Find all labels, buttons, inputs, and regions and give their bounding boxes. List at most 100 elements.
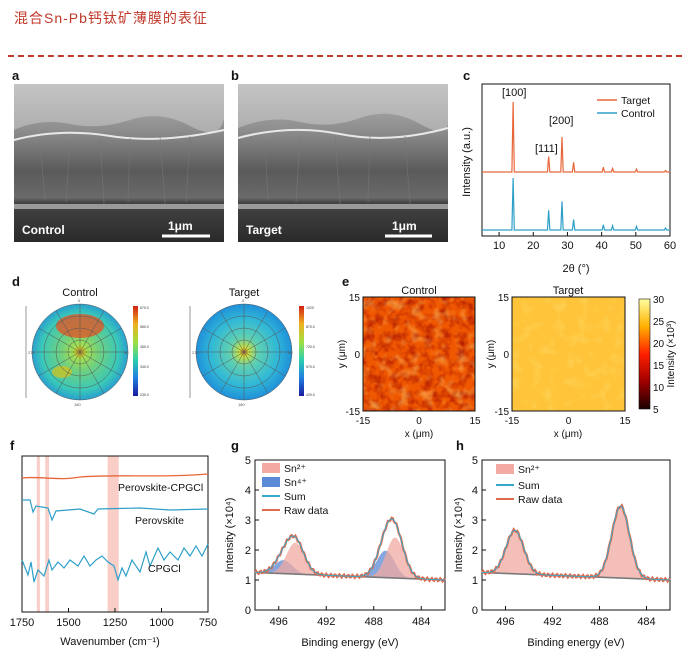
xps-xpsg-ytick-label-1: 1 (245, 575, 251, 587)
title-divider (8, 55, 682, 57)
xps-g-xlabel: Binding energy (eV) (301, 637, 398, 649)
xps-xpsh-xtick-label-0: 496 (496, 616, 514, 628)
map-control-ylabel: y (μm) (337, 340, 348, 369)
xrd-xlabel: 2θ (°) (562, 263, 589, 275)
panel-label-a: a (12, 68, 20, 83)
map-target-ytick-2: 15 (498, 293, 510, 304)
xps-h-legend-sn2: Sn²⁺ (518, 464, 540, 476)
xrd-line-target (482, 101, 670, 173)
pole-figure-target: 0 90 180 270 1020 870.0 720.0 570.0 420.0 (189, 298, 315, 407)
xps-xpsg-ytick-label-5: 5 (245, 455, 251, 467)
xrd-legend-control: Control (621, 108, 655, 120)
ftir-xtick-label-4: 750 (199, 617, 217, 629)
xps-chart-g: 496 492 488 484 0 1 2 3 4 5 Intensity (×10⁴) Bind… (224, 455, 446, 649)
svg-text:90: 90 (124, 350, 129, 355)
xps-h-ylabel: Intensity (×10⁴) (453, 498, 465, 573)
cbar-tick-1: 25 (653, 317, 665, 328)
xrd-xtick-label-0: 10 (493, 240, 505, 252)
page-title: 混合Sn-Pb钙钛矿薄膜的表征 (14, 10, 208, 26)
map-target-ytick-0: -15 (495, 407, 510, 418)
panel-label-h: h (456, 438, 464, 453)
pl-map-control (362, 296, 476, 412)
sem-image-target (237, 84, 449, 242)
xps-chart-h: 496 492 488 484 0 1 2 3 4 5 Intensity (×10⁴) Bind… (453, 455, 671, 649)
cbar-tick-5: 5 (653, 405, 659, 416)
sem-a-label: Control (22, 223, 65, 237)
xps-xpsh-sum-line (481, 505, 671, 581)
xps-h-xlabel: Binding energy (eV) (527, 637, 624, 649)
map-colorbar-label: Intensity (×10³) (666, 321, 677, 388)
sem-b-scale-text: 1μm (392, 219, 417, 233)
xrd-annot-200: [200] (549, 115, 573, 127)
cbar-tick-4: 10 (653, 383, 665, 394)
ftir-xtick-label-1: 1500 (56, 617, 80, 629)
xps-xpsg-ytick-label-4: 4 (245, 485, 251, 497)
map-control-ytick-2: 15 (349, 293, 361, 304)
map-target-xtick-2: 15 (619, 416, 631, 427)
svg-text:180: 180 (74, 402, 81, 407)
xps-xpsg-xtick-label-1: 492 (317, 616, 335, 628)
ftir-line-perovskite-cpgcl (21, 473, 209, 480)
xrd-xtick-label-1: 20 (527, 240, 539, 252)
ftir-label-cpgcl: CPGCl (148, 563, 181, 575)
pole-t-spoke-150 (202, 327, 286, 377)
map-colorbar (638, 298, 651, 410)
cbar-tick-2: 20 (653, 339, 665, 350)
xrd-annot-111: [111] (535, 143, 558, 155)
ftir-xtick-label-0: 1750 (10, 617, 34, 629)
svg-text:720.0: 720.0 (306, 345, 315, 349)
xps-g-ylabel: Intensity (×10⁴) (224, 498, 236, 573)
ftir-label-perovskite-cpgcl: Perovskite-CPGCl (118, 482, 203, 494)
svg-text:90: 90 (288, 350, 293, 355)
pole-figure-control: 0 90 180 270 670.0 560.0 450.0 340.0 230.0 (25, 298, 149, 407)
xps-xpsg-sn2-area (255, 537, 445, 580)
map-target-ytick-1: 0 (503, 350, 509, 361)
xps-xpsg-ytick-label-0: 0 (245, 605, 251, 617)
pole-target-title: Target (229, 287, 260, 299)
xps-g-legend-sn4-swatch (262, 477, 280, 487)
pole-control-title: Control (62, 287, 97, 299)
svg-text:870.0: 870.0 (306, 325, 315, 329)
sem-a-scale-text: 1μm (168, 219, 193, 233)
xps-xpsg-xtick-label-0: 496 (270, 616, 288, 628)
xps-h-legend-raw: Raw data (518, 494, 563, 506)
cbar-tick-3: 15 (653, 361, 665, 372)
map-target-xtick-0: -15 (505, 416, 520, 427)
ftir-xtick-label-3: 1000 (149, 617, 173, 629)
svg-text:230.0: 230.0 (140, 393, 149, 397)
xps-g-legend-sn4: Sn⁴⁺ (284, 477, 307, 489)
ftir-chart: Perovskite-CPGCl Perovskite CPGCl 1750 15… (10, 455, 217, 648)
ftir-xtick-label-2: 1250 (103, 617, 127, 629)
xps-xpsh-ytick-label-0: 0 (472, 605, 478, 617)
svg-text:450.0: 450.0 (140, 345, 149, 349)
xps-xpsh-xtick-label-1: 492 (543, 616, 561, 628)
map-control-xlabel: x (μm) (405, 429, 434, 440)
xps-xpsg-xtick-label-3: 484 (412, 616, 430, 628)
svg-text:180: 180 (238, 402, 245, 407)
ftir-line-perovskite (22, 499, 209, 522)
xps-xpsh-ytick-label-5: 5 (472, 455, 478, 467)
svg-text:670.0: 670.0 (140, 306, 149, 310)
xps-xpsg-sum-line (254, 518, 446, 581)
xps-g-legend-raw: Raw data (284, 505, 329, 517)
xrd-annot-100: [100] (502, 87, 526, 99)
xps-xpsh-ytick-label-3: 3 (472, 515, 478, 527)
xps-xpsh-ytick-label-4: 4 (472, 485, 478, 497)
xrd-ylabel: Intensity (a.u.) (461, 127, 473, 197)
panel-label-b: b (231, 68, 239, 83)
xps-g-legend-sum: Sum (284, 491, 306, 503)
xrd-xtick-label-3: 40 (596, 240, 608, 252)
pole-c-spoke-150 (38, 327, 122, 377)
map-target-ylabel: y (μm) (486, 340, 497, 369)
svg-text:270: 270 (28, 350, 35, 355)
sem-image-control (13, 84, 225, 242)
panel-label-c: c (463, 68, 470, 83)
ftir-line-cpgcl (21, 543, 209, 583)
map-target-xlabel: x (μm) (554, 429, 583, 440)
map-target-xtick-1: 0 (566, 416, 572, 427)
ftir-label-perovskite: Perovskite (135, 515, 184, 527)
panel-label-g: g (231, 438, 239, 453)
xrd-xtick-label-5: 60 (664, 240, 676, 252)
xrd-frame (481, 83, 671, 237)
